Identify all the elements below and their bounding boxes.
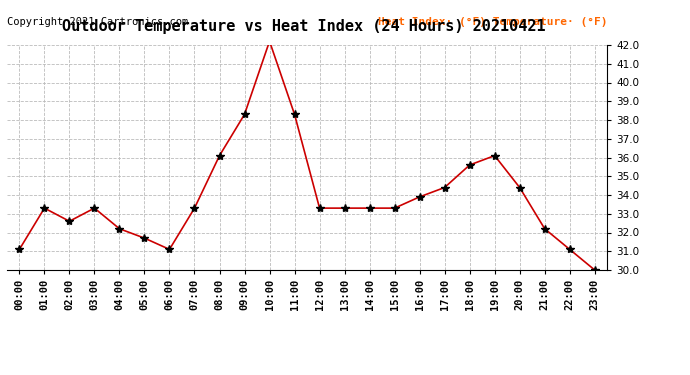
Text: Heat Index· (°F) Temperature· (°F): Heat Index· (°F) Temperature· (°F)	[377, 17, 607, 27]
Text: Outdoor Temperature vs Heat Index (24 Hours) 20210421: Outdoor Temperature vs Heat Index (24 Ho…	[62, 19, 545, 34]
Text: Copyright 2021 Cartronics.com: Copyright 2021 Cartronics.com	[7, 17, 188, 27]
